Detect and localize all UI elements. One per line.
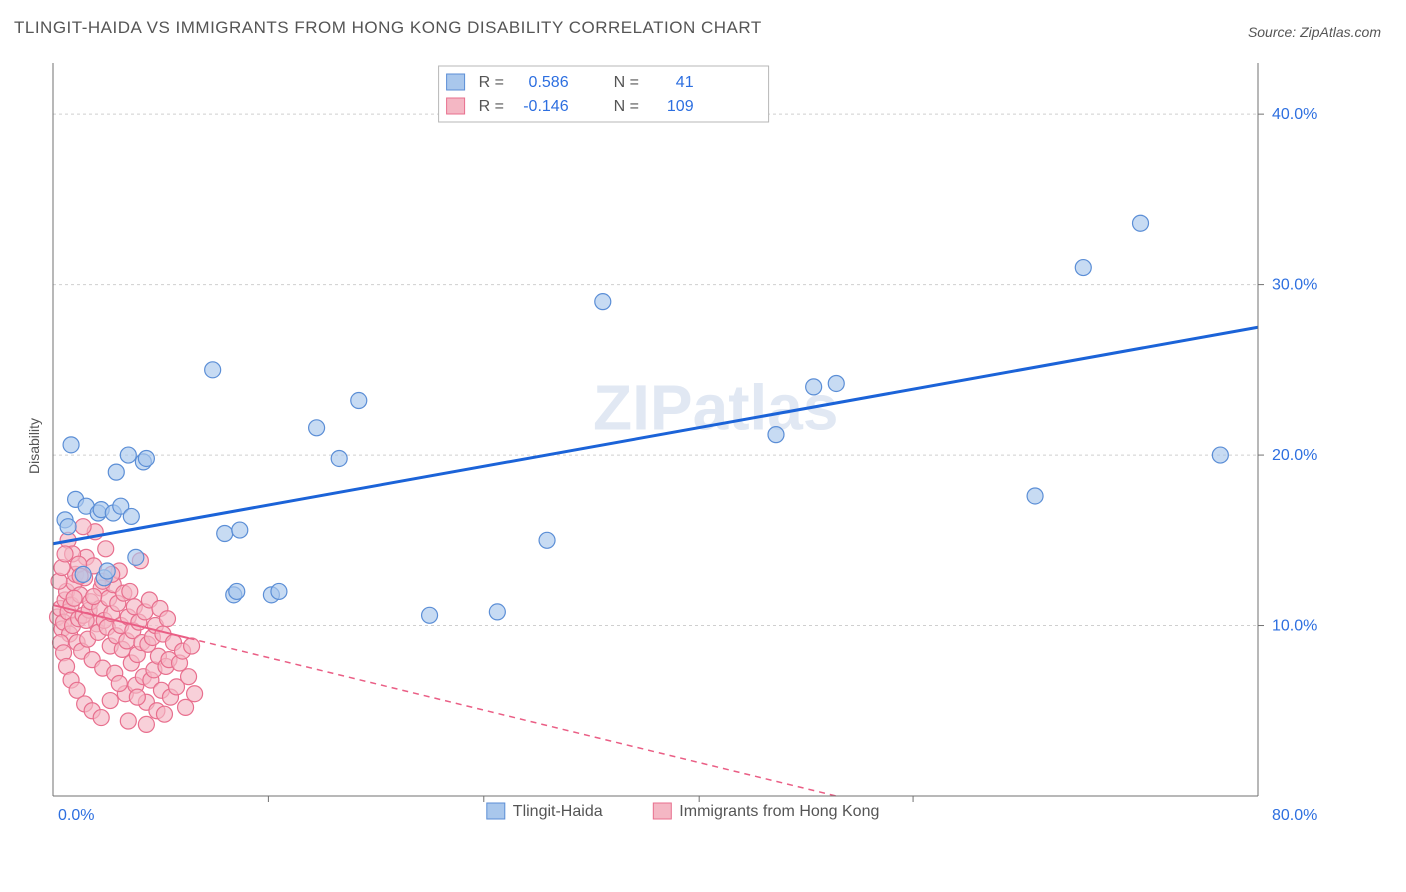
data-point — [120, 447, 136, 463]
data-point — [86, 589, 102, 605]
data-point — [1133, 215, 1149, 231]
data-point — [102, 693, 118, 709]
data-point — [57, 546, 73, 562]
data-point — [229, 583, 245, 599]
trend-line-ext — [189, 638, 837, 796]
data-point — [138, 716, 154, 732]
legend-n-label: N = — [614, 98, 639, 115]
source-value: ZipAtlas.com — [1300, 24, 1381, 40]
data-point — [1027, 488, 1043, 504]
legend-r-label: R = — [479, 74, 504, 91]
data-point — [1075, 260, 1091, 276]
y-tick-label: 10.0% — [1272, 618, 1317, 635]
data-point — [331, 450, 347, 466]
data-point — [60, 519, 76, 535]
data-point — [123, 508, 139, 524]
source-attribution: Source: ZipAtlas.com — [1248, 24, 1381, 40]
data-point — [271, 583, 287, 599]
y-tick-label: 20.0% — [1272, 447, 1317, 464]
x-tick-label: 80.0% — [1272, 807, 1317, 824]
data-point — [128, 549, 144, 565]
data-point — [138, 450, 154, 466]
data-point — [187, 686, 203, 702]
y-axis-label: Disability — [26, 418, 42, 474]
data-point — [66, 590, 82, 606]
data-point — [75, 566, 91, 582]
legend-n-label: N = — [614, 74, 639, 91]
legend-r-value: 0.586 — [529, 74, 569, 91]
source-label: Source: — [1248, 24, 1296, 40]
data-point — [122, 583, 138, 599]
data-point — [539, 532, 555, 548]
data-point — [99, 563, 115, 579]
data-point — [93, 710, 109, 726]
data-point — [309, 420, 325, 436]
data-point — [232, 522, 248, 538]
data-point — [217, 525, 233, 541]
data-point — [108, 464, 124, 480]
data-point — [422, 607, 438, 623]
data-point — [351, 393, 367, 409]
data-point — [184, 638, 200, 654]
chart-container: TLINGIT-HAIDA VS IMMIGRANTS FROM HONG KO… — [0, 0, 1406, 892]
y-tick-label: 40.0% — [1272, 106, 1317, 123]
legend-r-value: -0.146 — [523, 98, 568, 115]
data-point — [806, 379, 822, 395]
data-point — [156, 706, 172, 722]
legend-swatch — [487, 803, 505, 819]
legend-swatch — [447, 98, 465, 114]
trend-line — [53, 327, 1258, 543]
legend-swatch — [447, 74, 465, 90]
legend-label: Tlingit-Haida — [513, 803, 603, 820]
data-point — [768, 427, 784, 443]
legend-n-value: 41 — [676, 74, 694, 91]
legend-n-value: 109 — [667, 98, 694, 115]
data-point — [75, 519, 91, 535]
legend-label: Immigrants from Hong Kong — [679, 803, 879, 820]
chart-title: TLINGIT-HAIDA VS IMMIGRANTS FROM HONG KO… — [14, 18, 762, 38]
legend-swatch — [653, 803, 671, 819]
data-point — [120, 713, 136, 729]
data-point — [178, 699, 194, 715]
data-point — [489, 604, 505, 620]
data-point — [159, 611, 175, 627]
data-point — [98, 541, 114, 557]
x-tick-label: 0.0% — [58, 807, 94, 824]
data-point — [63, 437, 79, 453]
data-point — [595, 294, 611, 310]
data-point — [181, 669, 197, 685]
data-point — [111, 675, 127, 691]
scatter-plot: ZIPatlas 10.0% 20.0% 30.0% 40.0% 0.0% 80.0% R =… — [48, 58, 1328, 828]
y-tick-label: 30.0% — [1272, 277, 1317, 294]
data-point — [129, 689, 145, 705]
data-point — [1212, 447, 1228, 463]
watermark: ZIPatlas — [593, 372, 838, 444]
data-point — [828, 375, 844, 391]
legend-r-label: R = — [479, 98, 504, 115]
data-point — [205, 362, 221, 378]
